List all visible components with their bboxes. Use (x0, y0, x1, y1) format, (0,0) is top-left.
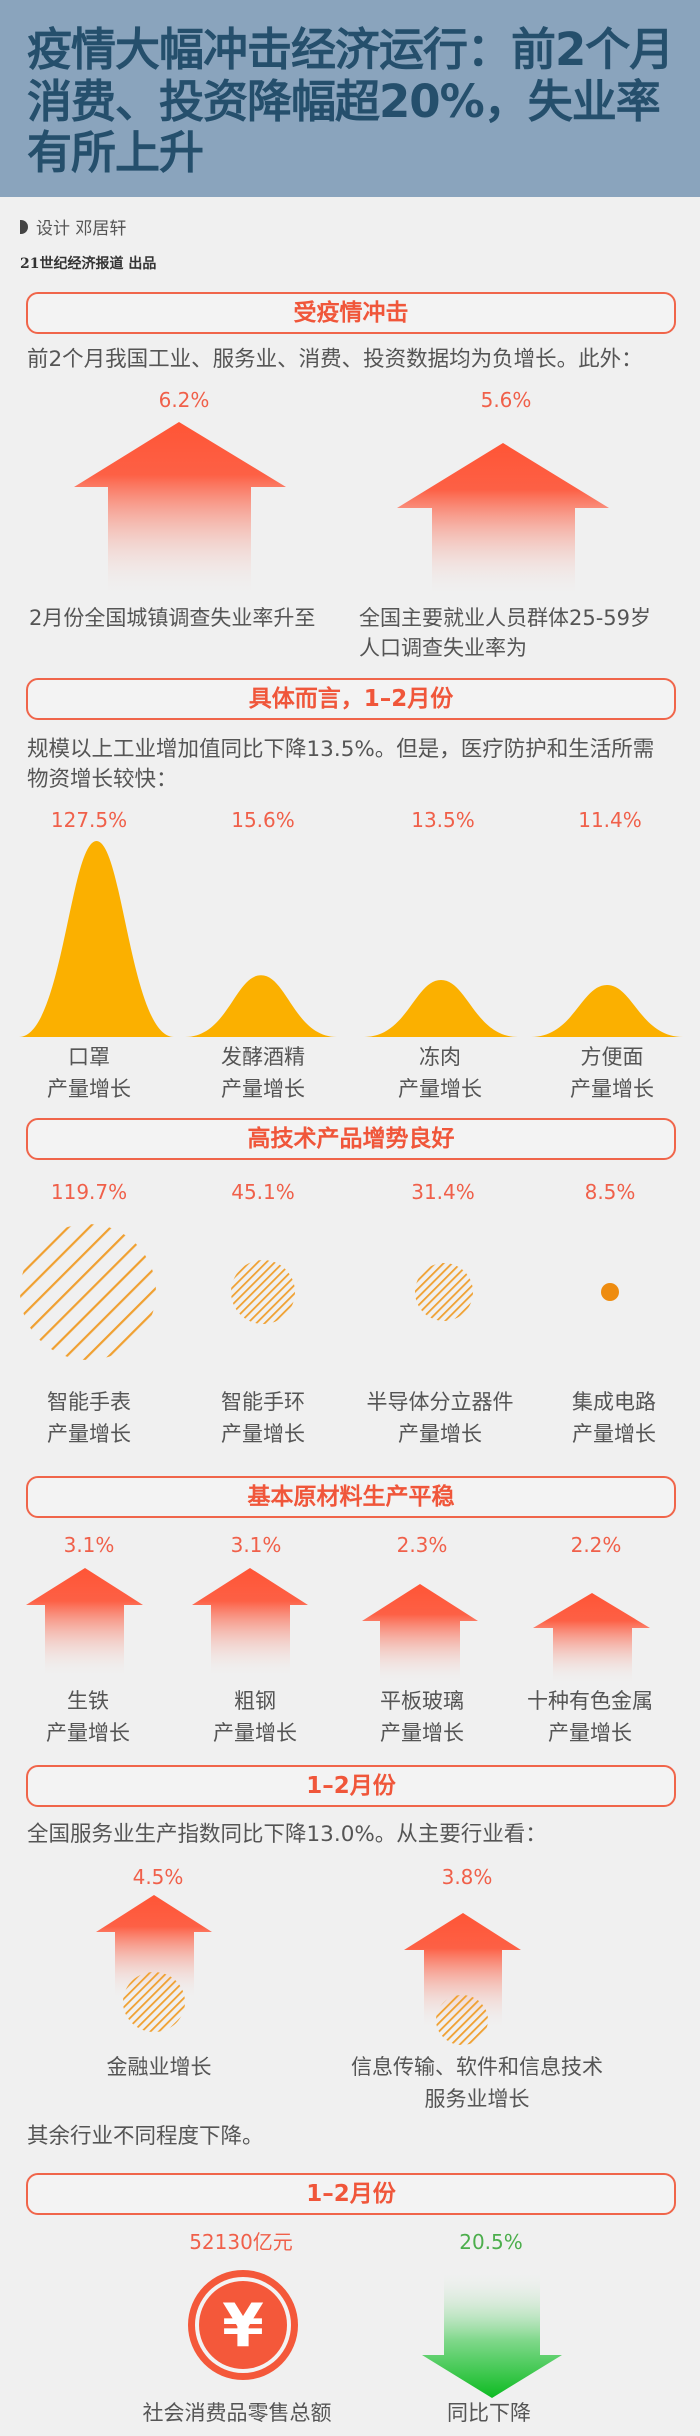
smartwatch-value: 119.7% (50, 1180, 128, 1204)
frozen-meat-value: 13.5% (411, 808, 475, 832)
urban-unemployment-value: 6.2% (158, 388, 210, 412)
crude-steel-value: 3.1% (230, 1533, 282, 1557)
core-unemployment-value: 5.6% (480, 388, 532, 412)
section-text-line-1: 规模以上工业增加值同比下降13.5%。但是，医疗防护和生活所需 (27, 737, 655, 762)
designer-credit: 设计 邓居轩 (20, 214, 126, 239)
page-title-line-3: 有所上升 (27, 126, 204, 179)
alcohol-label: 发酵酒精 产量增长 (221, 1045, 305, 1101)
frozen-meat-label: 冻肉 产量增长 (398, 1045, 482, 1101)
pig-iron-label: 生铁 产量增长 (46, 1689, 130, 1745)
hatched-circle-icon (231, 1260, 295, 1324)
page-title-line-1: 疫情大幅冲击经济运行：前2个月 (27, 23, 674, 76)
smartwatch-label: 智能手表 产量增长 (47, 1390, 131, 1446)
up-arrow-icon (192, 1568, 308, 1678)
ic-value: 8.5% (584, 1180, 636, 1204)
section-header-impact: 受疫情冲击 (26, 292, 676, 334)
finance-label: 金融业增长 (106, 2055, 212, 2079)
half-circle-icon (20, 219, 28, 234)
down-arrow-icon (422, 2270, 562, 2398)
retail-sales-label: 社会消费品零售总额 (142, 2401, 332, 2425)
section-header-details: 具体而言，1–2月份 (26, 678, 676, 720)
bell-curve-icon (19, 841, 174, 1037)
finance-value: 4.5% (132, 1865, 184, 1889)
pig-iron-value: 3.1% (63, 1533, 115, 1557)
crude-steel-label: 粗钢 产量增长 (213, 1689, 297, 1745)
mask-value: 127.5% (50, 808, 128, 832)
hatched-circle-icon (123, 1972, 185, 2032)
hatched-circle-icon (436, 1995, 488, 2045)
smartband-value: 45.1% (231, 1180, 295, 1204)
core-unemployment-label-line-2: 人口调查失业率为 (359, 636, 527, 660)
title-banner: 疫情大幅冲击经济运行：前2个月 消费、投资降幅超20%，失业率 有所上升 (0, 0, 700, 197)
semiconductor-value: 31.4% (411, 1180, 475, 1204)
section-header-retail: 1–2月份 (26, 2173, 676, 2215)
it-services-value: 3.8% (441, 1865, 493, 1889)
up-arrow-icon (397, 443, 609, 598)
publisher-credit: 21世纪经济报道 出品 (20, 256, 157, 272)
bell-curve-icon (531, 985, 683, 1037)
instant-noodle-value: 11.4% (578, 808, 642, 832)
smartband-label: 智能手环 产量增长 (221, 1390, 305, 1446)
flat-glass-value: 2.3% (396, 1533, 448, 1557)
alcohol-value: 15.6% (231, 808, 295, 832)
mask-label: 口罩 产量增长 (47, 1045, 131, 1101)
hatched-circle-icon (415, 1263, 473, 1321)
up-arrow-icon (362, 1584, 478, 1685)
svg-text:¥: ¥ (222, 2291, 264, 2361)
nonferrous-value: 2.2% (570, 1533, 622, 1557)
bell-curve-icon (364, 979, 518, 1037)
up-arrow-icon (404, 1913, 521, 2030)
section-intro-text: 前2个月我国工业、服务业、消费、投资数据均为负增长。此外： (27, 347, 643, 372)
hatched-circle-icon (20, 1224, 156, 1360)
up-arrow-icon (96, 1895, 212, 2000)
dot-icon (601, 1283, 619, 1301)
designer-text: 设计 邓居轩 (36, 219, 127, 239)
bell-curve-icon (185, 975, 337, 1037)
semiconductor-label: 半导体分立器件 产量增长 (366, 1390, 514, 1446)
yoy-decline-value: 20.5% (459, 2230, 523, 2254)
core-unemployment-label-line-1: 全国主要就业人员群体25-59岁 (359, 606, 652, 630)
services-text: 全国服务业生产指数同比下降13.0%。从主要行业看： (27, 1822, 547, 1847)
it-services-label: 信息传输、软件和信息技术 服务业增长 (351, 2055, 603, 2111)
section-header-materials: 基本原材料生产平稳 (26, 1476, 676, 1518)
yoy-decline-label: 同比下降 (447, 2401, 531, 2425)
up-arrow-icon (74, 422, 286, 598)
instant-noodle-label: 方便面 产量增长 (570, 1045, 654, 1101)
ic-label: 集成电路 产量增长 (572, 1390, 656, 1446)
section-header-hightech: 高技术产品增势良好 (26, 1118, 676, 1160)
section-header-services: 1–2月份 (26, 1765, 676, 1807)
flat-glass-label: 平板玻璃 产量增长 (380, 1689, 464, 1745)
page-title-line-2: 消费、投资降幅超20%，失业率 (27, 75, 661, 128)
section-text-line-2: 物资增长较快： (27, 767, 178, 792)
up-arrow-icon (26, 1568, 143, 1678)
urban-unemployment-label: 2月份全国城镇调查失业率升至 (29, 606, 316, 630)
up-arrow-icon (533, 1593, 650, 1685)
yen-coin-icon: ¥ (188, 2270, 298, 2380)
nonferrous-label: 十种有色金属 产量增长 (527, 1689, 653, 1745)
services-footer-text: 其余行业不同程度下降。 (27, 2124, 264, 2149)
retail-sales-value: 52130亿元 (189, 2230, 293, 2254)
